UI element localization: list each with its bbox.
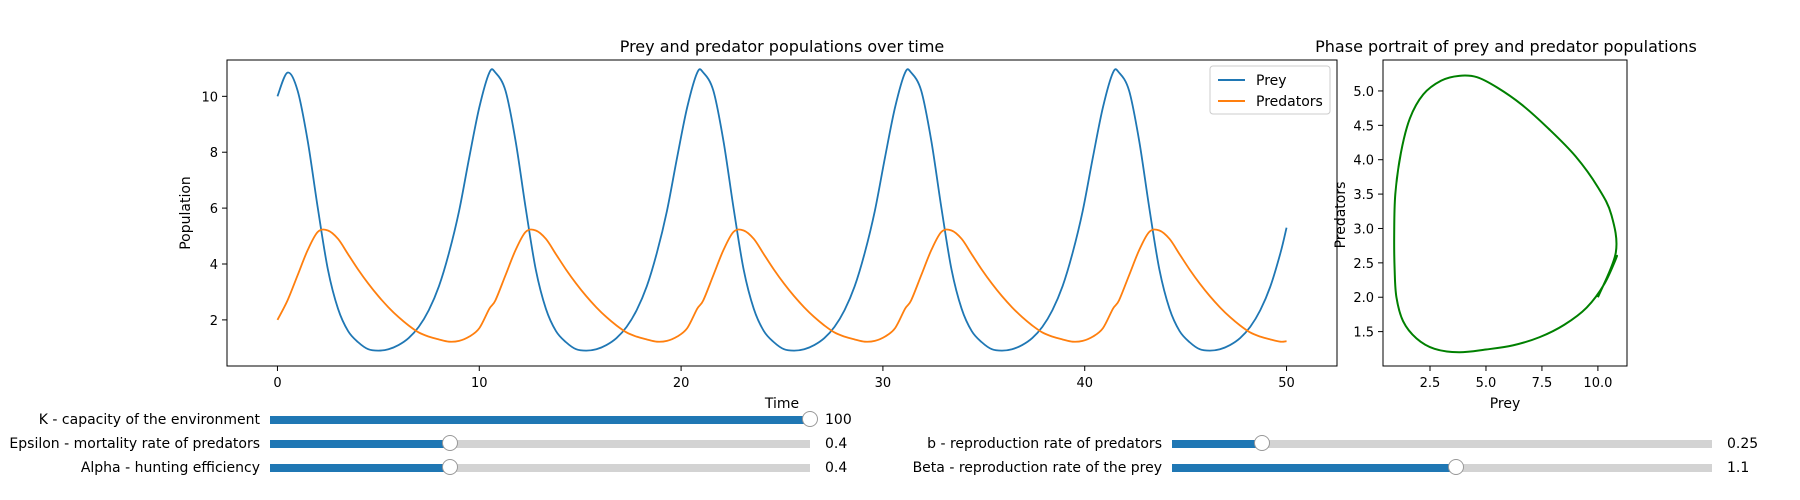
legend-prey-label: Prey bbox=[1256, 73, 1287, 89]
y-tick-label: 10 bbox=[201, 90, 218, 105]
slider-handle[interactable] bbox=[441, 435, 458, 451]
x-tick-label: 40 bbox=[1076, 376, 1093, 391]
slider-row: Epsilon - mortality rate of predators 0.4 bbox=[0, 433, 1800, 455]
slider-handle[interactable] bbox=[802, 411, 818, 427]
slider-handle[interactable] bbox=[441, 459, 458, 475]
slider-label: Beta - reproduction rate of the prey bbox=[912, 460, 1162, 476]
x-tick-label: 2.5 bbox=[1420, 376, 1441, 391]
time-plot-frame bbox=[226, 59, 1338, 367]
y-tick-label: 5.0 bbox=[1353, 85, 1374, 100]
phase-lines bbox=[1393, 74, 1618, 354]
slider-track[interactable] bbox=[1172, 459, 1712, 475]
slider-value: 0.25 bbox=[1727, 436, 1759, 452]
slider-track[interactable] bbox=[270, 411, 818, 427]
slider-handle[interactable] bbox=[1448, 459, 1465, 475]
slider-row: b - reproduction rate of predators 0.25 bbox=[0, 433, 1800, 455]
x-tick-label: 7.5 bbox=[1532, 376, 1553, 391]
slider-fill bbox=[1172, 464, 1457, 472]
phase-x-label: Prey bbox=[1490, 396, 1521, 412]
x-tick-label: 30 bbox=[875, 376, 892, 391]
slider-track[interactable] bbox=[270, 435, 810, 451]
slider-row: Alpha - hunting efficiency 0.4 bbox=[0, 457, 1800, 479]
slider-value: 1.1 bbox=[1727, 460, 1750, 476]
slider-fill bbox=[270, 440, 450, 448]
slider-label: b - reproduction rate of predators bbox=[927, 436, 1162, 452]
time-x-ticks: 0 10 20 30 40 50 bbox=[273, 366, 1295, 391]
y-tick-label: 8 bbox=[210, 146, 218, 161]
slider-fill bbox=[270, 416, 810, 424]
y-tick-label: 3.5 bbox=[1353, 188, 1374, 203]
y-tick-label: 3.0 bbox=[1353, 222, 1374, 237]
slider-label: K - capacity of the environment bbox=[38, 412, 260, 428]
slider-label: Epsilon - mortality rate of predators bbox=[9, 436, 260, 452]
slider-label: Alpha - hunting efficiency bbox=[80, 460, 260, 476]
phase-plot-frame bbox=[1382, 59, 1628, 367]
y-tick-label: 4.5 bbox=[1353, 119, 1374, 134]
y-tick-label: 2 bbox=[210, 314, 218, 329]
phase-plot-title: Phase portrait of prey and predator popu… bbox=[1315, 37, 1697, 56]
x-tick-label: 10 bbox=[471, 376, 488, 391]
time-y-label: Population bbox=[178, 176, 194, 250]
x-tick-label: 10.0 bbox=[1583, 376, 1612, 391]
y-tick-label: 6 bbox=[210, 202, 218, 217]
phase-y-label: Predators bbox=[1333, 182, 1349, 249]
phase-portrait-plot: Phase portrait of prey and predator popu… bbox=[1315, 37, 1697, 412]
x-tick-label: 0 bbox=[273, 376, 281, 391]
time-lines bbox=[276, 68, 1288, 352]
phase-x-ticks: 2.5 5.0 7.5 10.0 bbox=[1420, 366, 1612, 391]
prey-line bbox=[276, 68, 1288, 352]
time-series-plot: Prey and predator populations over time … bbox=[178, 37, 1338, 412]
slider-handle[interactable] bbox=[1254, 435, 1271, 451]
x-tick-label: 20 bbox=[673, 376, 690, 391]
slider-value: 100 bbox=[825, 412, 852, 428]
slider-fill bbox=[1172, 440, 1263, 448]
slider-track[interactable] bbox=[270, 459, 810, 475]
slider-fill bbox=[270, 464, 450, 472]
time-y-ticks: 2 4 6 8 10 bbox=[201, 90, 227, 329]
x-tick-label: 50 bbox=[1278, 376, 1295, 391]
slider-value: 0.4 bbox=[825, 436, 848, 452]
y-tick-label: 2.5 bbox=[1353, 257, 1374, 272]
slider-track[interactable] bbox=[1172, 435, 1712, 451]
slider-row: Beta - reproduction rate of the prey 1.1 bbox=[0, 457, 1800, 479]
y-tick-label: 4 bbox=[210, 258, 218, 273]
predators-line bbox=[276, 228, 1287, 343]
phase-y-ticks: 1.5 2.0 2.5 3.0 3.5 4.0 4.5 5.0 bbox=[1353, 85, 1383, 341]
y-tick-label: 2.0 bbox=[1353, 291, 1374, 306]
slider-row: K - capacity of the environment 100 bbox=[0, 409, 1800, 431]
legend-predators-label: Predators bbox=[1256, 94, 1323, 110]
x-tick-label: 5.0 bbox=[1476, 376, 1497, 391]
phase-trajectory-line bbox=[1393, 74, 1618, 354]
y-tick-label: 1.5 bbox=[1353, 326, 1374, 341]
slider-value: 0.4 bbox=[825, 460, 848, 476]
time-plot-title: Prey and predator populations over time bbox=[620, 37, 945, 56]
time-x-label: Time bbox=[764, 396, 799, 412]
legend: Prey Predators bbox=[1209, 65, 1331, 115]
y-tick-label: 4.0 bbox=[1353, 154, 1374, 169]
